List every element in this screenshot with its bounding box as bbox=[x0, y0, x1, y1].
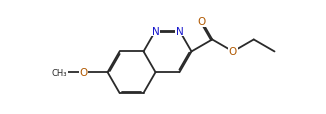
Text: CH₃: CH₃ bbox=[52, 68, 67, 77]
Text: O: O bbox=[229, 47, 237, 57]
Text: O: O bbox=[198, 17, 206, 27]
Text: N: N bbox=[152, 26, 159, 36]
Text: O: O bbox=[80, 68, 88, 78]
Text: N: N bbox=[176, 26, 183, 36]
